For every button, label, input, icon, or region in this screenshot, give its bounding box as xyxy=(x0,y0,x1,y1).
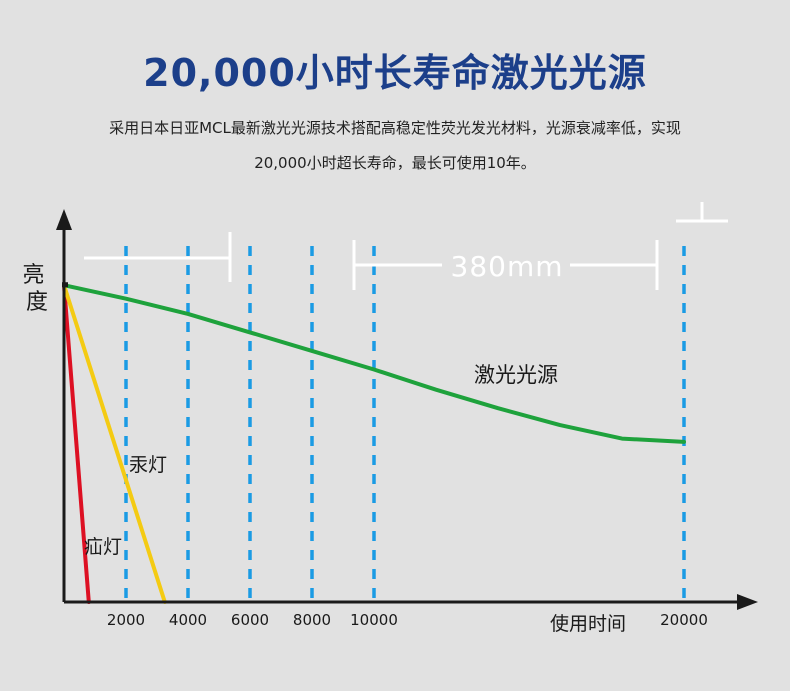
dimension-label: 380mm xyxy=(451,250,564,283)
y-axis-arrow xyxy=(56,209,72,230)
series-label-汞灯: 汞灯 xyxy=(129,454,167,476)
y-axis-label-char-1: 亮 xyxy=(22,263,44,288)
x-tick-label-8000: 8000 xyxy=(293,611,331,629)
series-line-疝灯 xyxy=(62,283,91,604)
x-tick-labels: 2000 4000 6000 8000 10000 20000 xyxy=(107,611,708,629)
series-lines xyxy=(62,282,686,604)
dimension-annotation: 380mm xyxy=(84,202,728,290)
y-axis-label-char-2: 度 xyxy=(26,290,48,315)
page-title: 20,000小时长寿命激光光源 xyxy=(143,51,647,95)
x-tick-label-6000: 6000 xyxy=(231,611,269,629)
axes xyxy=(56,209,758,610)
x-tick-label-20000: 20000 xyxy=(660,611,708,629)
x-tick-label-2000: 2000 xyxy=(107,611,145,629)
series-label-疝灯: 疝灯 xyxy=(84,536,122,558)
x-tick-label-10000: 10000 xyxy=(350,611,398,629)
description-line-2: 20,000小时超长寿命，最长可使用10年。 xyxy=(254,154,536,172)
x-axis-label: 使用时间 xyxy=(550,613,626,635)
series-label-激光光源: 激光光源 xyxy=(474,363,558,387)
description-line-1: 采用日本日亚MCL最新激光光源技术搭配高稳定性荧光发光材料，光源衰减率低，实现 xyxy=(109,119,681,137)
x-tick-label-4000: 4000 xyxy=(169,611,207,629)
x-axis-arrow xyxy=(737,594,758,610)
y-axis-label: 亮 度 xyxy=(22,263,51,315)
series-line-汞灯 xyxy=(62,283,167,604)
series-line-激光光源 xyxy=(62,283,686,444)
grid-lines xyxy=(124,246,686,600)
